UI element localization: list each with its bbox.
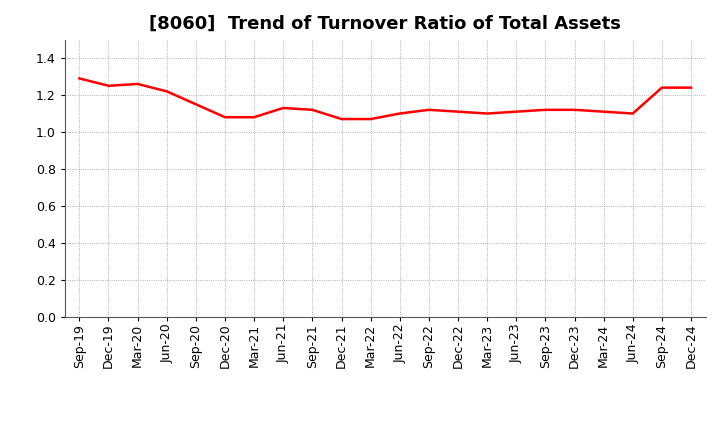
Title: [8060]  Trend of Turnover Ratio of Total Assets: [8060] Trend of Turnover Ratio of Total … bbox=[149, 15, 621, 33]
